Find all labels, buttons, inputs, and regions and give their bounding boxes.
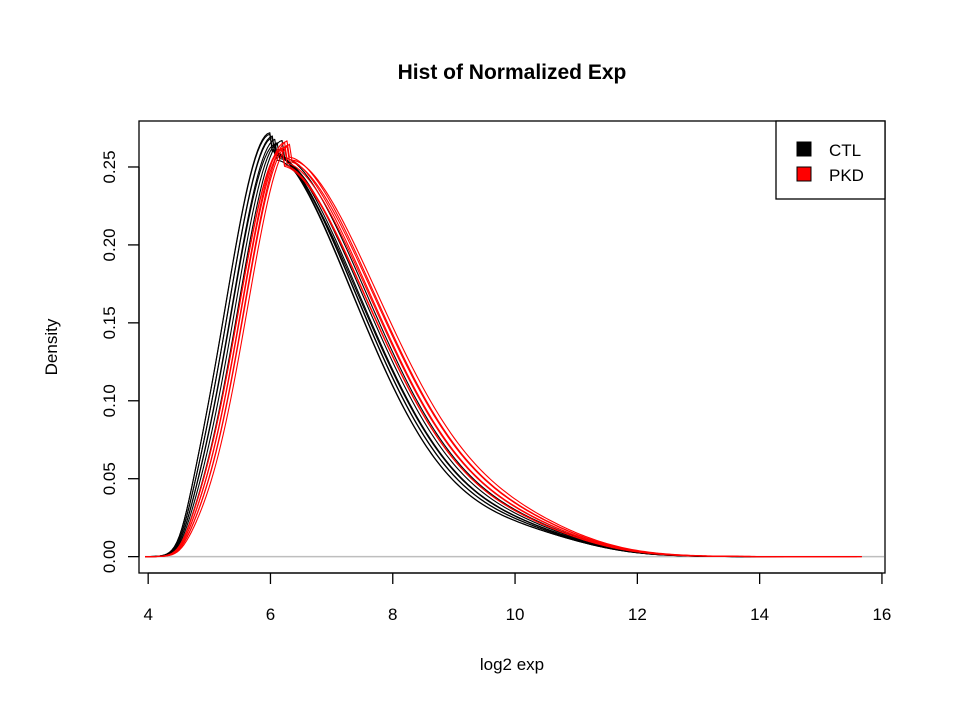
x-tick-label: 14 xyxy=(750,605,769,624)
legend-box xyxy=(775,120,886,200)
x-tick-label: 4 xyxy=(143,605,152,624)
legend-swatch-ctl xyxy=(796,141,812,157)
x-tick-label: 16 xyxy=(872,605,891,624)
y-tick-label: 0.05 xyxy=(100,462,119,495)
x-tick-label: 6 xyxy=(266,605,275,624)
y-tick-label: 0.25 xyxy=(100,150,119,183)
x-tick-label: 10 xyxy=(506,605,525,624)
series-group xyxy=(145,132,862,558)
y-tick-label: 0.10 xyxy=(100,384,119,417)
legend-label-ctl: CTL xyxy=(829,141,861,160)
y-axis-label: Density xyxy=(42,318,61,375)
x-tick-label: 8 xyxy=(388,605,397,624)
legend-label-pkd: PKD xyxy=(829,166,864,185)
y-tick-label: 0.20 xyxy=(100,228,119,261)
x-axis-label: log2 exp xyxy=(480,655,544,674)
plot-area xyxy=(145,132,884,558)
legend: CTL PKD xyxy=(775,120,886,200)
x-tick-label: 12 xyxy=(628,605,647,624)
y-axis: 0.00 0.05 0.10 0.15 0.20 0.25 xyxy=(100,150,140,573)
y-tick-label: 0.15 xyxy=(100,306,119,339)
series-line-pkd-14 xyxy=(145,149,862,558)
y-tick-label: 0.00 xyxy=(100,540,119,573)
x-axis: 4 6 8 10 12 14 16 xyxy=(143,572,891,624)
chart-title: Hist of Normalized Exp xyxy=(398,61,627,84)
legend-swatch-pkd xyxy=(796,166,812,182)
